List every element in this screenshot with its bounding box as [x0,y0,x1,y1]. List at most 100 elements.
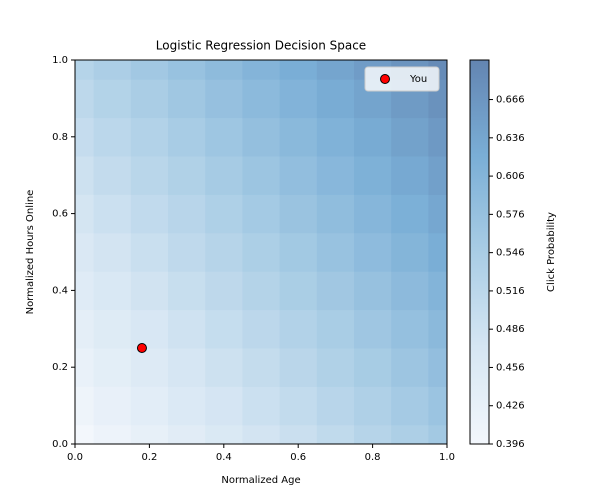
contour-cell [168,117,206,157]
contour-cell [168,271,206,311]
contour-cell [205,194,243,234]
contour-cell [75,79,95,119]
colorbar-label: Click Probability [546,212,557,292]
contour-cell [168,156,206,195]
contour-cell [242,309,281,349]
contour-cell [93,79,132,119]
contour-cell [242,271,281,311]
contour-cell [242,79,281,119]
contour-cell [354,194,392,234]
contour-cell [205,309,243,349]
contour-cell [75,60,95,80]
contour-cell [205,60,243,80]
contour-cell [205,386,243,426]
colorbar-tick-label: 0.426 [496,401,525,412]
contour-cell [93,309,132,349]
contour-cell [354,156,392,195]
plot-frame [74,59,448,445]
contour-cell [242,348,281,387]
x-tick-label: 0.2 [141,452,157,463]
contour-cell [279,79,318,119]
contour-cell [75,271,95,311]
contour-cell [205,232,243,272]
y-tick-label: 0.8 [52,132,68,143]
contour-cell [168,309,206,349]
y-tick-label: 0.4 [52,285,68,296]
contour-cell [93,232,132,272]
contour-cell [428,232,447,272]
contour-cell [279,156,318,195]
colorbar-tick-label: 0.396 [496,439,525,450]
contour-cell [279,117,318,157]
contour-cell [428,156,447,195]
contour-cell [75,194,95,234]
contour-cell [391,348,429,387]
contour-cell [168,348,206,387]
colorbar-tick-label: 0.516 [496,286,525,297]
contour-cell [316,309,355,349]
contour-cell [93,60,132,80]
contour-cell [316,424,355,444]
x-axis-label: Normalized Age [221,475,300,486]
contour-cell [316,156,355,195]
x-tick-label: 0.4 [216,452,232,463]
colorbar-tick-label: 0.636 [496,133,525,144]
contour-cell [168,79,206,119]
contour-cell [75,348,95,387]
contour-cell [279,60,318,80]
contour-cell [428,194,447,234]
contour-cell [242,194,281,234]
contour-cell [316,79,355,119]
y-tick-label: 0.0 [52,439,68,450]
contour-cell [354,232,392,272]
contour-cell [279,232,318,272]
contour-cell [428,348,447,387]
contour-cell [93,156,132,195]
contour-cell [205,156,243,195]
contour-cell [316,232,355,272]
contour-cell [93,348,132,387]
contour-cell [279,194,318,234]
contour-cell [168,194,206,234]
contour-cell [75,232,95,272]
contour-cell [130,386,169,426]
x-tick-label: 1.0 [439,452,455,463]
contour-cell [428,117,447,157]
contour-cell [391,194,429,234]
colorbar-tick-label: 0.606 [496,171,525,182]
contour-cell [205,79,243,119]
contour-cell [93,271,132,311]
contour-cell [242,156,281,195]
contour-cell [316,60,355,80]
legend-box [364,66,440,92]
contour-cell [316,348,355,387]
y-tick-label: 0.2 [52,362,68,373]
contour-cell [242,232,281,272]
contour-cell [205,271,243,311]
contour-cell [354,117,392,157]
contour-cell [316,271,355,311]
y-tick-label: 0.6 [52,209,68,220]
x-tick-label: 0.8 [365,452,381,463]
contour-cell [242,386,281,426]
contour-cell [354,271,392,311]
colorbar-tick-label: 0.576 [496,209,525,220]
contour-cell [130,60,169,80]
colorbar [469,59,490,445]
contour-cell [428,271,447,311]
contour-cell [279,386,318,426]
contour-cell [316,117,355,157]
colorbar-tick-label: 0.546 [496,248,525,259]
colorbar-tick-label: 0.456 [496,362,525,373]
chart-title: Logistic Regression Decision Space [156,39,366,53]
contour-cell [242,117,281,157]
contour-cell [428,386,447,426]
contour-cell [93,386,132,426]
contour-cell [93,194,132,234]
contour-cell [75,386,95,426]
contour-cell [93,424,132,444]
contour-cell [354,424,392,444]
contour-cell [205,424,243,444]
contour-cell [242,60,281,80]
contour-cell [93,117,132,157]
